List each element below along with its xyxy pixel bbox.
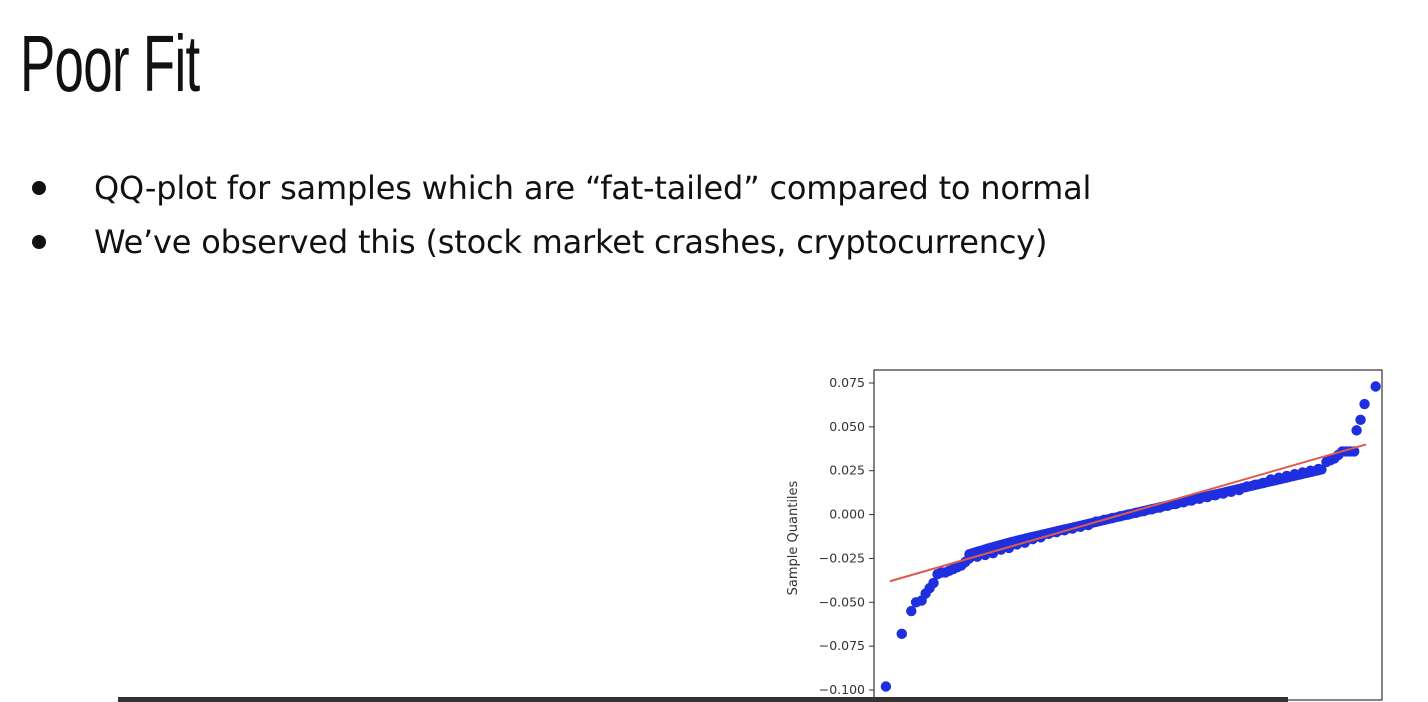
- y-tick-label: −0.025: [819, 550, 865, 565]
- y-tick-label: 0.075: [829, 375, 865, 390]
- data-point: [896, 628, 907, 640]
- y-tick-label: 0.050: [829, 419, 865, 434]
- data-point: [928, 577, 939, 589]
- data-point: [880, 681, 892, 692]
- data-point: [1316, 464, 1327, 475]
- data-point: [1351, 425, 1362, 436]
- slide-title: Poor Fit: [20, 19, 200, 108]
- bullet-dot-icon: [32, 235, 46, 249]
- fit-line: [889, 443, 1367, 583]
- y-axis-label: Sample Quantiles: [786, 480, 801, 595]
- bullet-item: QQ-plot for samples which are “fat-taile…: [32, 166, 1091, 210]
- y-axis: 0.075 0.050 0.025 0.000 −0.025 −0.050 −0.075 −0…: [819, 375, 874, 697]
- y-tick-label: −0.100: [819, 682, 865, 697]
- bullet-text: QQ-plot for samples which are “fat-taile…: [94, 169, 1092, 207]
- bullet-dot-icon: [32, 181, 46, 195]
- y-tick-label: −0.075: [819, 638, 865, 653]
- scatter-points: [880, 381, 1381, 692]
- y-tick-label: −0.050: [819, 594, 865, 609]
- bottom-bar: [118, 697, 1288, 702]
- data-point: [906, 605, 917, 617]
- plot-frame: [873, 369, 1383, 701]
- y-tick-label: 0.000: [829, 507, 865, 522]
- data-point: [1370, 381, 1381, 392]
- data-point: [1355, 414, 1366, 426]
- y-tick-label: 0.025: [829, 463, 865, 478]
- bullet-text: We’ve observed this (stock market crashe…: [94, 223, 1048, 261]
- fit-line-segment: [889, 443, 1367, 583]
- data-point: [1359, 398, 1370, 410]
- bullet-item: We’ve observed this (stock market crashe…: [32, 220, 1047, 264]
